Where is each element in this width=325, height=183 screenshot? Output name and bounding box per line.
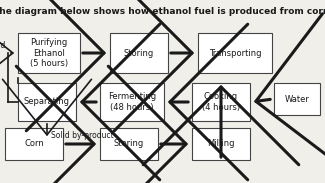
- Text: Milling: Milling: [207, 139, 235, 148]
- Text: Liquid: Liquid: [0, 40, 6, 49]
- Bar: [100, 128, 158, 160]
- Text: Fermenting
(48 hours): Fermenting (48 hours): [108, 92, 156, 112]
- Bar: [198, 33, 272, 73]
- Text: Storing: Storing: [124, 48, 154, 57]
- Text: Cooking
(4 hours): Cooking (4 hours): [202, 92, 240, 112]
- Bar: [192, 83, 250, 121]
- Bar: [274, 83, 320, 115]
- Text: Solid by-product: Solid by-product: [51, 130, 114, 139]
- Bar: [18, 83, 76, 121]
- Text: Water: Water: [285, 94, 309, 104]
- Bar: [100, 83, 164, 121]
- Text: Transporting: Transporting: [209, 48, 261, 57]
- Text: Corn: Corn: [24, 139, 44, 148]
- Text: The diagram below shows how ethanol fuel is produced from corn.: The diagram below shows how ethanol fuel…: [0, 7, 325, 16]
- Bar: [18, 33, 80, 73]
- Bar: [5, 128, 63, 160]
- Text: Storing: Storing: [114, 139, 144, 148]
- Bar: [192, 128, 250, 160]
- Text: Separating: Separating: [24, 98, 70, 107]
- Bar: [110, 33, 168, 73]
- Text: Purifying
Ethanol
(5 hours): Purifying Ethanol (5 hours): [30, 38, 68, 68]
